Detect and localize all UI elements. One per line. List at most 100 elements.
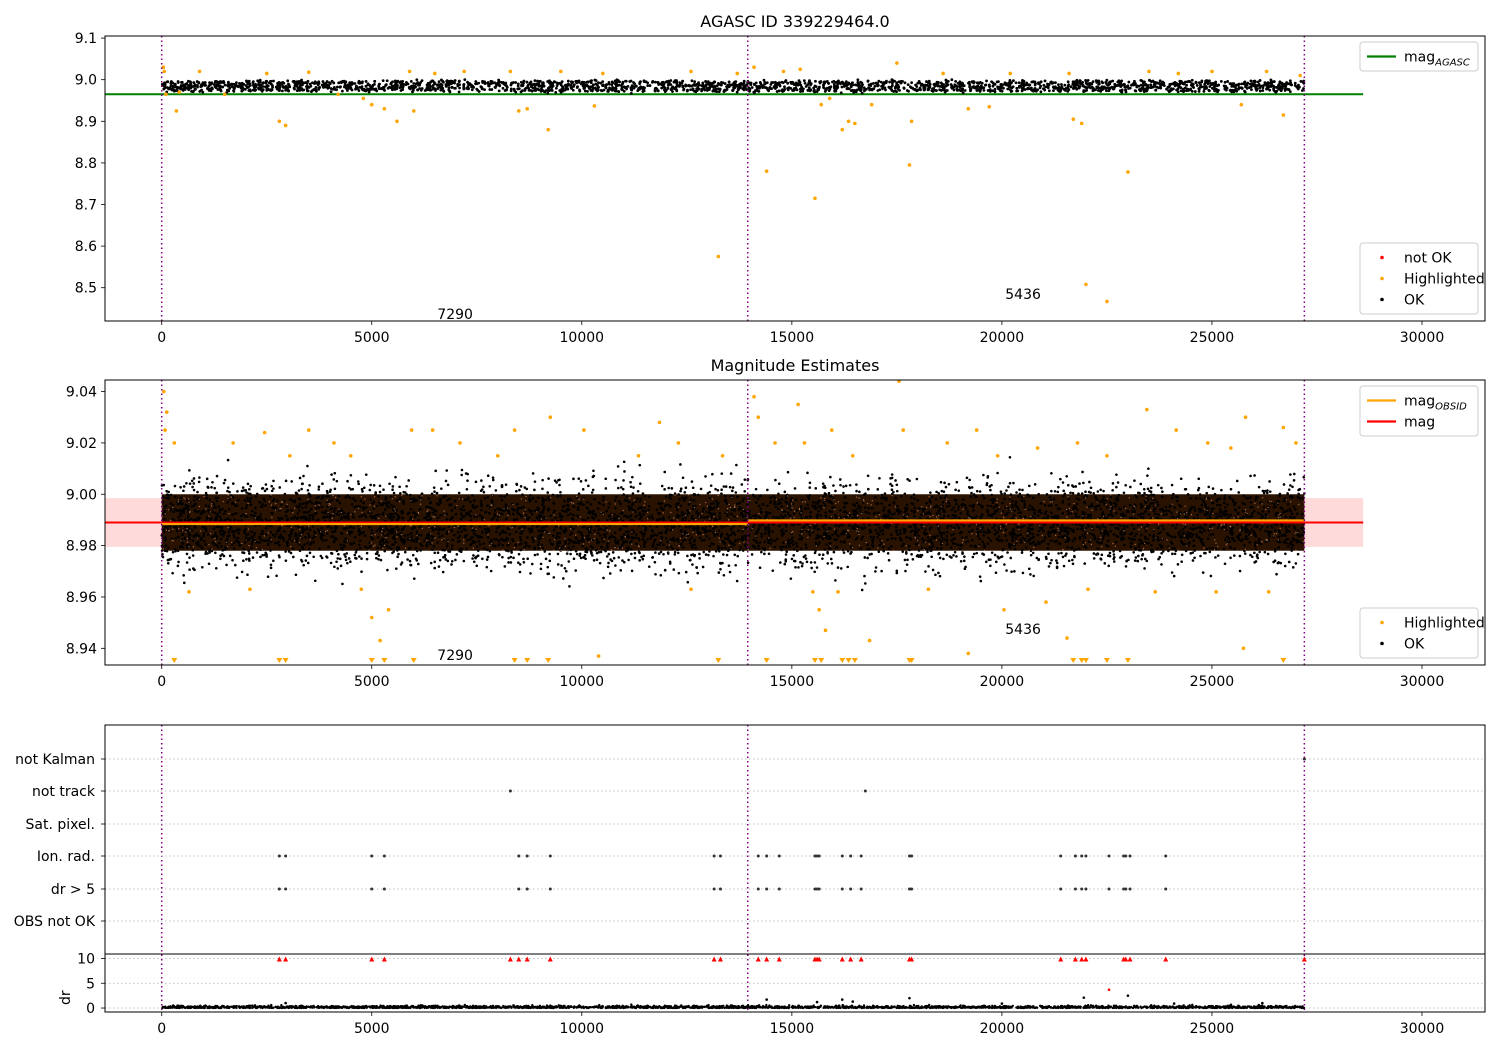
panel1-ok-point xyxy=(1021,78,1024,82)
panel2-ok-point xyxy=(999,490,1003,494)
panel2-ok-point xyxy=(360,532,363,536)
panel2-ok-point xyxy=(402,542,405,545)
panel1-ok-point xyxy=(267,81,271,85)
panel2-ok-point xyxy=(1147,523,1150,527)
panel1-ok-point xyxy=(839,82,842,86)
panel2-ok-point xyxy=(396,555,399,559)
panel2-ok-point xyxy=(453,506,457,510)
panel2-ok-point xyxy=(929,538,933,541)
panel1-ok-point xyxy=(327,81,331,85)
panel2-ok-point xyxy=(266,575,270,579)
panel2-ok-point xyxy=(623,498,627,502)
panel2-ok-point xyxy=(161,553,164,556)
panel2-ok-point xyxy=(1096,490,1100,493)
panel2-ok-point xyxy=(586,500,589,504)
panel1-ok-point xyxy=(681,85,685,89)
panel1-highlighted-point xyxy=(689,69,693,74)
panel2-ok-point xyxy=(703,538,706,542)
panel2-ok-point xyxy=(208,498,212,502)
panel1-ok-point xyxy=(1266,84,1270,87)
panel2-ok-point xyxy=(864,492,867,495)
panel2-ok-point xyxy=(915,477,919,481)
panel1-ok-point xyxy=(523,87,527,91)
panel1-ok-point xyxy=(784,80,787,83)
panel2-ok-point xyxy=(711,472,714,476)
panel2-ok-point xyxy=(1009,556,1013,560)
panel1-ok-point xyxy=(753,83,756,87)
panel2-ok-point xyxy=(1067,497,1071,501)
panel2-ok-point xyxy=(411,553,415,557)
panel2-ok-point xyxy=(487,511,491,515)
panel2-ok-point xyxy=(945,553,949,557)
panel2-ok-point xyxy=(664,503,667,507)
panel2-ok-point xyxy=(1229,513,1232,517)
panel1-plot-area xyxy=(105,61,1364,304)
panel1-ok-point xyxy=(794,81,798,85)
panel2-ok-point xyxy=(196,543,200,547)
panel1-ok-point xyxy=(694,90,698,94)
panel2-ok-point xyxy=(206,533,210,536)
panel2-ok-point xyxy=(301,506,304,510)
panel1-ok-point xyxy=(697,83,701,87)
panel1-ok-point xyxy=(1072,87,1075,90)
panel1-ok-point xyxy=(1154,88,1157,92)
panel2-ok-point xyxy=(475,505,479,508)
panel2-ok-point xyxy=(485,548,489,552)
panel2-ok-point xyxy=(1244,513,1248,517)
panel1-ok-point xyxy=(1264,82,1267,86)
panel1-ok-point xyxy=(939,81,943,85)
panel1-ok-point xyxy=(1039,80,1043,84)
panel1-highlighted-point xyxy=(369,102,374,107)
panel2-ok-point xyxy=(698,512,701,515)
panel2-ok-point xyxy=(996,530,999,534)
panel1-ok-point xyxy=(313,80,317,84)
panel2-ok-point xyxy=(230,543,234,547)
panel1-ok-point xyxy=(825,79,829,83)
panel1-ok-point xyxy=(1076,80,1080,84)
panel2-ok-point xyxy=(927,539,930,542)
panel1-ok-point xyxy=(608,86,611,90)
panel1-ok-point xyxy=(427,82,431,86)
panel1-highlighted-point xyxy=(813,196,817,201)
panel2-ok-point xyxy=(989,564,992,568)
panel1-ok-point xyxy=(818,81,822,85)
panel2-ok-point xyxy=(1129,545,1133,549)
panel2-ok-point xyxy=(743,478,747,481)
panel1-ok-point xyxy=(1137,88,1141,91)
panel2-ok-point xyxy=(1253,525,1256,528)
panel2-ok-point xyxy=(168,558,171,561)
panel2-ok-point xyxy=(1075,496,1079,500)
panel1-ok-point xyxy=(268,88,271,92)
panel1-ok-point xyxy=(968,83,972,87)
panel1-ok-point xyxy=(935,82,939,86)
panel1-ok-point xyxy=(883,86,887,90)
panel1-ok-point xyxy=(1193,90,1197,93)
panel1-ok-point xyxy=(1034,89,1038,93)
panel1-ok-point xyxy=(1118,81,1121,85)
panel2-ok-point xyxy=(784,545,788,549)
panel1-ok-point xyxy=(1105,78,1109,82)
panel1-ok-point xyxy=(864,87,868,91)
panel2-ok-point xyxy=(803,525,806,528)
panel2-ok-point xyxy=(253,531,256,535)
panel2-ok-point xyxy=(717,549,721,553)
panel2-ok-point xyxy=(773,502,776,506)
panel1-ok-point xyxy=(780,80,784,84)
panel2-ok-point xyxy=(494,489,498,492)
panel2-ok-point xyxy=(549,514,552,518)
panel1-highlighted-point xyxy=(1126,170,1130,174)
panel1-ok-point xyxy=(353,82,357,85)
panel1-ok-point xyxy=(176,81,180,84)
panel1-ok-point xyxy=(1244,83,1247,86)
panel1-ok-point xyxy=(738,85,742,89)
panel1-ok-point xyxy=(587,85,591,89)
panel2-ok-point xyxy=(666,527,669,531)
panel1-ok-point xyxy=(1229,88,1232,92)
panel2-ok-point xyxy=(1261,510,1265,513)
panel1-ok-point xyxy=(733,84,737,87)
panel2-ok-point xyxy=(615,514,618,518)
panel1-ok-point xyxy=(660,81,664,84)
panel2-ok-point xyxy=(729,533,733,537)
panel1-ok-point xyxy=(961,91,965,95)
panel1-ok-point xyxy=(1219,80,1223,83)
